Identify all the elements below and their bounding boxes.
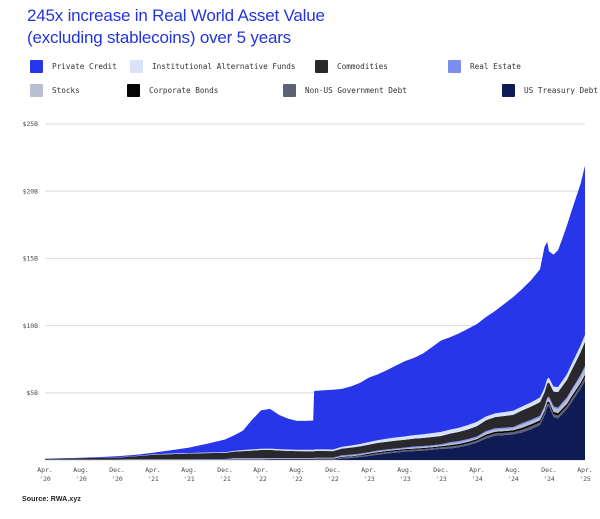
x-tick-month: Apr. xyxy=(577,466,592,474)
legend-item-real-estate: Real Estate xyxy=(448,60,521,73)
area-us-treasury-debt xyxy=(45,380,585,460)
x-tick-month: Apr. xyxy=(37,466,52,474)
x-tick-year: '20 xyxy=(39,475,51,483)
x-tick-year: '20 xyxy=(75,475,87,483)
legend-item-commodities: Commodities xyxy=(315,60,388,73)
legend-item-non-us-government-debt: Non-US Government Debt xyxy=(283,84,407,97)
legend-label: Institutional Alternative Funds xyxy=(152,62,296,71)
x-tick-year: '22 xyxy=(255,475,267,483)
x-tick-month: Apr. xyxy=(145,466,160,474)
legend-label: Commodities xyxy=(337,62,388,71)
legend-item-us-treasury-debt: US Treasury Debt xyxy=(502,84,598,97)
legend-swatch-stocks xyxy=(30,84,43,97)
x-tick-year: '23 xyxy=(363,475,375,483)
x-tick-month: Apr. xyxy=(361,466,376,474)
legend-label: Non-US Government Debt xyxy=(305,86,407,95)
x-tick-year: '23 xyxy=(435,475,447,483)
x-tick-year: '22 xyxy=(291,475,303,483)
x-tick-month: Dec. xyxy=(325,466,340,474)
legend-swatch-corporate-bonds xyxy=(127,84,140,97)
x-tick-year: '21 xyxy=(147,475,159,483)
x-tick-month: Aug. xyxy=(73,466,88,474)
x-tick-month: Aug. xyxy=(181,466,196,474)
x-tick-year: '21 xyxy=(219,475,231,483)
y-axis-tick-label: $15B xyxy=(23,255,39,263)
legend-swatch-private-credit xyxy=(30,60,43,73)
legend-item-corporate-bonds: Corporate Bonds xyxy=(127,84,218,97)
x-axis-tick-labels: Apr.'20Aug.'20Dec.'20Apr.'21Aug.'21Dec.'… xyxy=(37,466,592,483)
x-tick-year: '25 xyxy=(579,475,591,483)
legend-swatch-non-us-government-debt xyxy=(283,84,296,97)
legend-item-private-credit: Private Credit xyxy=(30,60,117,73)
x-tick-year: '24 xyxy=(507,475,519,483)
area-private-credit xyxy=(45,165,585,459)
chart-title: 245x increase in Real World Asset Value … xyxy=(27,5,325,48)
legend-swatch-commodities xyxy=(315,60,328,73)
chart-title-line2: (excluding stablecoins) over 5 years xyxy=(27,27,291,47)
source-caption: Source: RWA.xyz xyxy=(22,496,81,503)
x-tick-month: Dec. xyxy=(541,466,556,474)
x-tick-month: Dec. xyxy=(217,466,232,474)
y-axis-tick-label: $20B xyxy=(23,187,39,195)
x-tick-month: Apr. xyxy=(253,466,268,474)
x-tick-year: '20 xyxy=(111,475,123,483)
y-axis-tick-label: $10B xyxy=(23,322,39,330)
x-tick-month: Aug. xyxy=(505,466,520,474)
x-tick-month: Dec. xyxy=(433,466,448,474)
x-tick-month: Aug. xyxy=(289,466,304,474)
x-tick-year: '24 xyxy=(543,475,555,483)
legend-label: Real Estate xyxy=(470,62,521,71)
legend-label: Corporate Bonds xyxy=(149,86,219,95)
stacked-area-chart: $25B$20B$15B$10B$5BApr.'20Aug.'20Dec.'20… xyxy=(23,120,593,483)
legend-label: Private Credit xyxy=(52,62,117,71)
legend-swatch-real-estate xyxy=(448,60,461,73)
stacked-areas xyxy=(45,165,585,460)
legend-item-institutional-alternative-funds: Institutional Alternative Funds xyxy=(130,60,295,73)
legend-swatch-institutional-alternative-funds xyxy=(130,60,143,73)
y-axis-tick-label: $25B xyxy=(23,120,39,128)
x-tick-month: Aug. xyxy=(397,466,412,474)
x-tick-year: '22 xyxy=(327,475,339,483)
x-tick-year: '23 xyxy=(399,475,411,483)
y-axis-tick-label: $5B xyxy=(26,389,38,397)
x-tick-year: '24 xyxy=(471,475,483,483)
chart-title-line1: 245x increase in Real World Asset Value xyxy=(27,6,325,25)
legend-label: US Treasury Debt xyxy=(524,86,599,95)
legend-swatch-us-treasury-debt xyxy=(502,84,515,97)
x-tick-month: Apr. xyxy=(469,466,484,474)
legend-label: Stocks xyxy=(52,86,80,95)
x-tick-month: Dec. xyxy=(109,466,124,474)
legend-item-stocks: Stocks xyxy=(30,84,80,97)
x-tick-year: '21 xyxy=(183,475,195,483)
